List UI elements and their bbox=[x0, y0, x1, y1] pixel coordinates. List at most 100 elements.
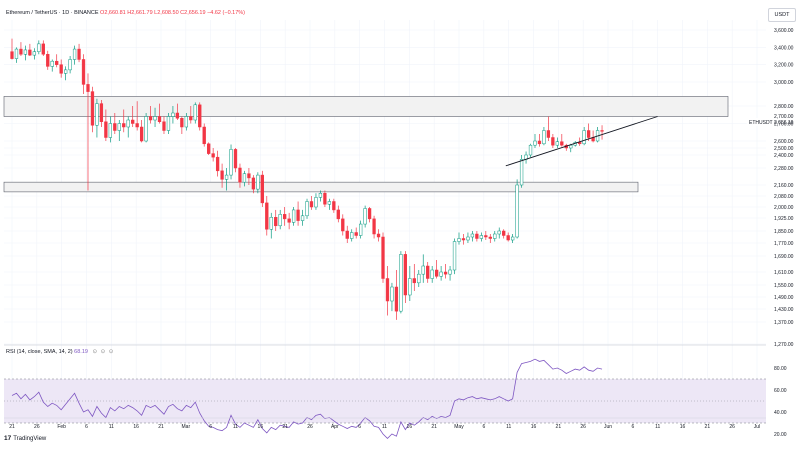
candle-body bbox=[336, 209, 340, 220]
candle-body bbox=[390, 286, 394, 302]
candle-body bbox=[274, 217, 278, 227]
candle-body bbox=[233, 149, 238, 169]
candle-body bbox=[502, 230, 506, 236]
time-tick-label: 11 bbox=[382, 424, 387, 430]
resistance-zone bbox=[3, 181, 639, 193]
candle-body bbox=[175, 112, 180, 119]
time-tick-label: 11 bbox=[506, 424, 511, 430]
candle-body bbox=[162, 121, 166, 131]
price-tick-label: 2,160.00 bbox=[774, 183, 794, 189]
candle-body bbox=[363, 208, 367, 225]
candle-body bbox=[479, 235, 484, 239]
price-tick-label: 1,610.00 bbox=[774, 270, 794, 276]
candle-body bbox=[50, 60, 54, 67]
candle-body bbox=[269, 217, 273, 230]
candle-body bbox=[484, 235, 488, 238]
rsi-visibility-icons[interactable]: ⊙ ⊙ ⊙ bbox=[92, 349, 115, 355]
price-tick-label: 2,080.00 bbox=[774, 194, 794, 200]
price-tick-label: 3,200.00 bbox=[774, 63, 794, 69]
price-tick-label: 3,600.00 bbox=[774, 28, 794, 34]
price-tick-label: 2,800.00 bbox=[774, 104, 794, 110]
candle-body bbox=[408, 278, 412, 296]
price-tick-label: 2,500.00 bbox=[774, 146, 794, 152]
candle-body bbox=[242, 173, 247, 183]
candle-body bbox=[126, 119, 130, 128]
candle-body bbox=[37, 43, 41, 52]
candle-body bbox=[327, 201, 332, 205]
candle-body bbox=[260, 174, 264, 204]
resistance-zone bbox=[3, 96, 729, 117]
time-tick-label: 6 bbox=[482, 424, 485, 430]
candle-body bbox=[510, 236, 515, 241]
candle-body bbox=[287, 218, 291, 223]
candle-body bbox=[457, 238, 461, 242]
candle-body bbox=[305, 201, 309, 217]
candle-body bbox=[278, 214, 282, 227]
candle-body bbox=[184, 116, 188, 128]
candle-body bbox=[180, 118, 184, 128]
ohlc-values: O2,660.81 H2,661.79 L2,608.50 C2,656.19 … bbox=[100, 10, 245, 16]
time-tick-label: 11 bbox=[233, 424, 238, 430]
price-tick-label: 2,600.00 bbox=[774, 139, 794, 145]
candle-body bbox=[135, 123, 139, 128]
candle-body bbox=[323, 193, 327, 205]
ticker-tag bbox=[747, 118, 769, 126]
candle-body bbox=[68, 59, 72, 71]
candle-body bbox=[443, 271, 448, 275]
candle-body bbox=[265, 202, 269, 230]
price-tick-label: 1,850.00 bbox=[774, 229, 794, 235]
candle-body bbox=[452, 241, 457, 271]
candle-body bbox=[341, 218, 345, 232]
rsi-tick-label: 40.00 bbox=[774, 410, 787, 416]
candle-body bbox=[41, 43, 45, 55]
candle-body bbox=[488, 236, 492, 239]
candle-body bbox=[296, 209, 300, 221]
candle-body bbox=[332, 201, 336, 211]
rsi-legend[interactable]: RSI (14, close, SMA, 14, 2) 68.19 ⊙ ⊙ ⊙ bbox=[6, 349, 114, 355]
candlestick-series bbox=[10, 38, 604, 320]
candle-body bbox=[551, 137, 555, 146]
candle-body bbox=[430, 269, 434, 279]
time-tick-label: 26 bbox=[580, 424, 586, 430]
candle-body bbox=[542, 130, 546, 145]
rsi-title[interactable]: RSI (14, close, SMA, 14, 2) bbox=[6, 349, 73, 355]
time-tick-label: 6 bbox=[85, 424, 88, 430]
candle-body bbox=[475, 233, 479, 239]
tradingview-logo[interactable]: 17 TradingView bbox=[4, 435, 46, 442]
candle-body bbox=[23, 49, 28, 55]
time-axis: 21 26 Feb 6 11 16 21 Mar 6 11 16 21 26 Apr 6 11 16 21 May 6… bbox=[4, 417, 766, 430]
candle-body bbox=[350, 232, 354, 239]
candle-body bbox=[385, 278, 390, 302]
rsi-tick-label: 60.00 bbox=[774, 388, 787, 394]
price-tick-label: 1,925.00 bbox=[774, 216, 794, 222]
time-tick-label: Jul bbox=[754, 424, 760, 430]
symbol-title[interactable]: Ethereum / TetherUS · 1D · BINANCE bbox=[6, 10, 99, 16]
candle-body bbox=[117, 123, 121, 131]
candle-body bbox=[99, 103, 104, 122]
price-tick-label: 3,400.00 bbox=[774, 45, 794, 51]
candle-body bbox=[148, 116, 153, 121]
trendline-layer bbox=[505, 116, 658, 167]
candle-body bbox=[394, 286, 399, 312]
candle-body bbox=[367, 208, 372, 220]
candle-body bbox=[578, 142, 582, 145]
rsi-tick-label: 80.00 bbox=[774, 366, 787, 372]
candle-body bbox=[372, 218, 376, 235]
candle-body bbox=[77, 48, 81, 60]
candle-body bbox=[63, 69, 68, 74]
candle-body bbox=[247, 173, 251, 179]
candle-body bbox=[381, 236, 385, 279]
candle-body bbox=[153, 116, 157, 121]
symbol-legend[interactable]: Ethereum / TetherUS · 1D · BINANCE O2,66… bbox=[6, 10, 245, 16]
candle-body bbox=[131, 119, 135, 124]
price-tick-label: 1,550.00 bbox=[774, 283, 794, 289]
time-tick-label: 21 bbox=[705, 424, 711, 430]
candle-body bbox=[139, 126, 144, 142]
currency-selector[interactable]: USDT bbox=[768, 8, 796, 22]
candle-body bbox=[417, 273, 421, 284]
candle-body bbox=[546, 130, 551, 138]
candle-body bbox=[215, 156, 220, 172]
candle-body bbox=[426, 265, 430, 279]
